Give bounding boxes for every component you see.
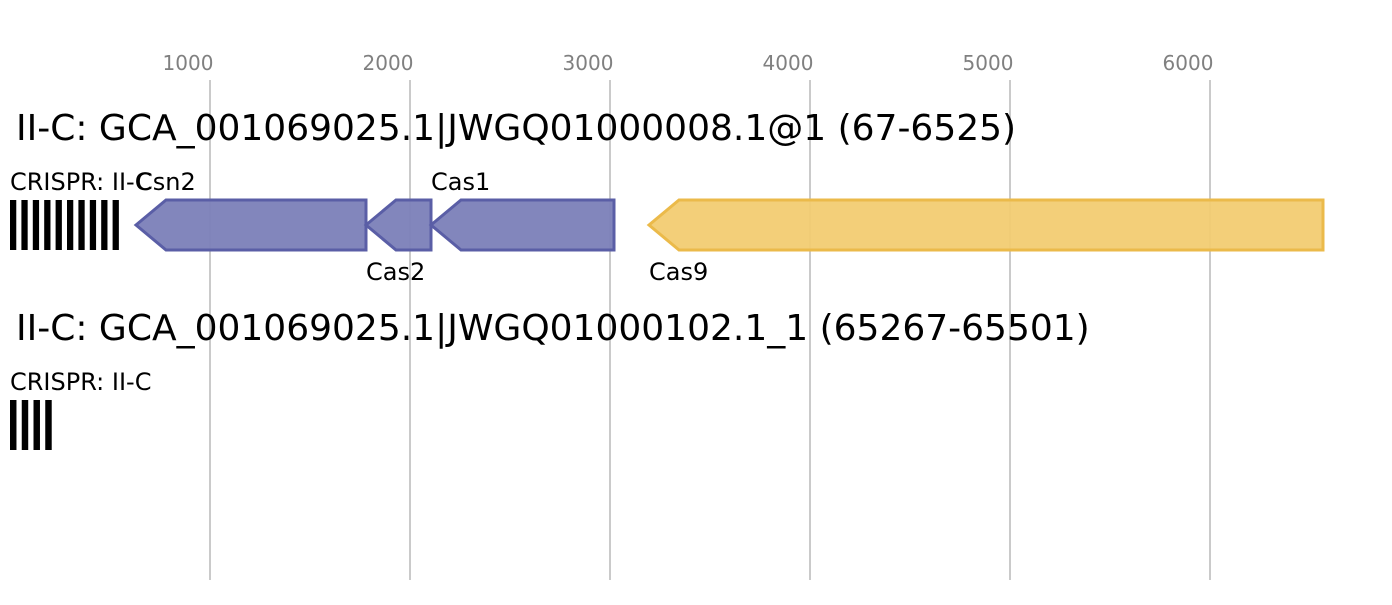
crispr-repeat (89, 200, 97, 250)
tick-label-5000: 5000 (963, 51, 1014, 75)
crispr-array: CRISPR: II-C (10, 368, 151, 450)
crispr-repeat (33, 400, 40, 450)
locus-2: II-C: GCA_001069025.1|JWGQ01000102.1_1 (… (10, 308, 1090, 450)
crispr-repeat (21, 400, 29, 450)
locus-title: II-C: GCA_001069025.1|JWGQ01000008.1@1 (… (16, 108, 1016, 149)
gene-label-csn2: Csn2 (136, 168, 196, 196)
locus-1: II-C: GCA_001069025.1|JWGQ01000008.1@1 (… (10, 108, 1325, 286)
crispr-repeat (10, 400, 17, 450)
crispr-repeat (44, 200, 51, 250)
crispr-repeat (55, 200, 62, 250)
axis-ticks: 1000 2000 3000 4000 5000 6000 (163, 51, 1214, 75)
gene-cas2: Cas2 (363, 198, 433, 286)
crispr-repeat (78, 200, 85, 250)
gene-cas1: Cas1 (428, 168, 616, 252)
gene-label-cas9: Cas9 (649, 258, 708, 286)
crispr-repeat (112, 200, 119, 250)
crispr-repeat (10, 200, 17, 250)
tick-label-6000: 6000 (1163, 51, 1214, 75)
crispr-repeat (32, 200, 40, 250)
gene-csn2: Csn2 (133, 168, 368, 252)
crispr-repeat (67, 200, 74, 250)
tick-label-4000: 4000 (763, 51, 814, 75)
gene-label-cas1: Cas1 (431, 168, 490, 196)
gene-cas9: Cas9 (646, 198, 1325, 286)
crispr-array: CRISPR: II-C (10, 168, 151, 250)
crispr-repeat (45, 400, 52, 450)
crispr-array-label: CRISPR: II-C (10, 168, 151, 196)
crispr-array-label: CRISPR: II-C (10, 368, 151, 396)
tick-label-2000: 2000 (363, 51, 414, 75)
gene-arrow-csn2 (133, 198, 368, 252)
crispr-repeat (101, 200, 108, 250)
tick-label-3000: 3000 (563, 51, 614, 75)
gene-arrow-cas1 (428, 198, 616, 252)
loci-layer: II-C: GCA_001069025.1|JWGQ01000008.1@1 (… (10, 108, 1325, 450)
gene-arrow-cas9 (646, 198, 1325, 252)
grid-layer (209, 80, 1211, 580)
crispr-repeat (21, 200, 28, 250)
gene-arrow-cas2 (363, 198, 433, 252)
locus-title: II-C: GCA_001069025.1|JWGQ01000102.1_1 (… (16, 308, 1090, 349)
gene-label-cas2: Cas2 (366, 258, 425, 286)
tick-label-1000: 1000 (163, 51, 214, 75)
